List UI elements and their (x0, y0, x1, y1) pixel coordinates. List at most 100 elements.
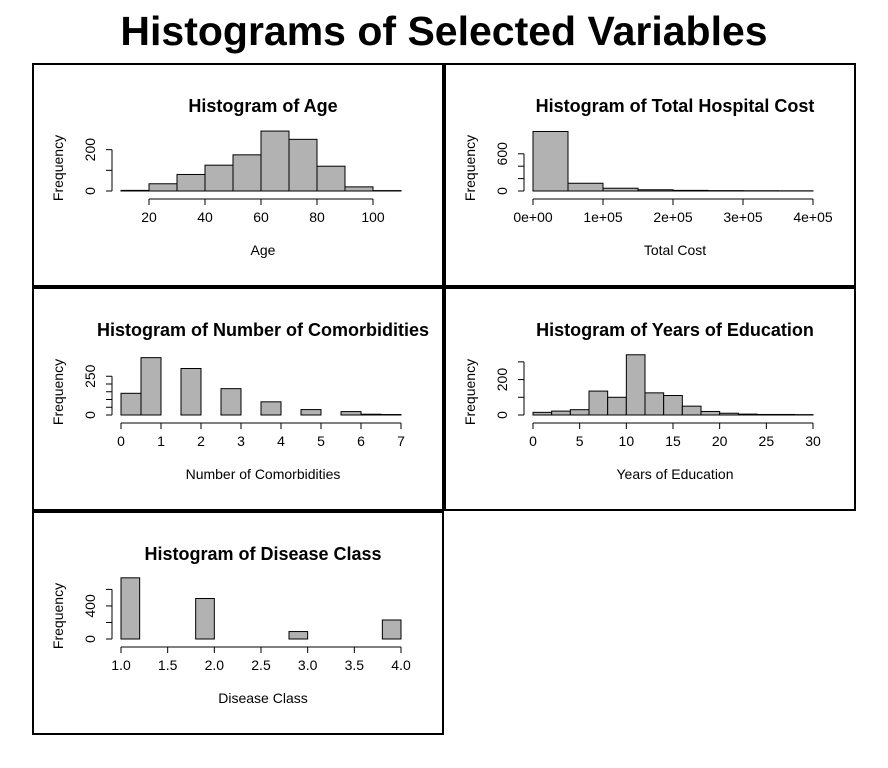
bar (588, 390, 609, 416)
x-tick-label: 6 (357, 433, 365, 449)
y-axis-label: Frequency (462, 359, 478, 425)
x-tick-label: 0 (529, 433, 537, 449)
bar (148, 183, 178, 192)
panel-comorbidities: Histogram of Number of Comorbidities 0 1 2 3… (32, 287, 444, 511)
chart-svg-age: Histogram of Age 20 40 60 80 100 Age 0 200 Freque… (50, 96, 402, 258)
bar (120, 392, 142, 416)
page-title: Histograms of Selected Variables (120, 8, 768, 54)
x-axis-label: Age (251, 242, 276, 258)
x-tick-label: 1.5 (158, 657, 178, 673)
x-tick-label: 3 (237, 433, 245, 449)
chart-svg-comorbid: Histogram of Number of Comorbidities 0 1 2 3… (50, 320, 429, 482)
x-axis-label: Disease Class (218, 690, 307, 706)
y-tick-label: 0 (82, 187, 98, 195)
panel-education: Histogram of Years of Education 0 5 10 15 20 2… (444, 287, 856, 511)
y-tick-label: 200 (494, 368, 510, 392)
y-axis-label: Frequency (50, 359, 66, 425)
x-tick-label: 15 (665, 433, 681, 449)
panel-age: Histogram of Age 20 40 60 80 100 Age 0 200 Freque… (32, 63, 444, 287)
x-tick-label: 3e+05 (723, 209, 763, 225)
y-axis-label: Frequency (50, 135, 66, 201)
y-tick-label: 400 (82, 594, 98, 618)
x-tick-label: 0 (117, 433, 125, 449)
bar (607, 396, 627, 416)
bar (602, 187, 639, 192)
bar (232, 154, 262, 192)
x-tick-label: 100 (361, 209, 385, 225)
x-tick-label: 2.5 (251, 657, 271, 673)
x-tick-label: 60 (253, 209, 269, 225)
x-tick-label: 80 (309, 209, 325, 225)
x-tick-label: 3.5 (345, 657, 365, 673)
y-tick-label: 0 (494, 187, 510, 195)
bar (220, 388, 242, 416)
bar (120, 577, 141, 640)
bar (567, 182, 604, 192)
chart-title: Histogram of Total Hospital Cost (536, 96, 815, 116)
bar (569, 409, 590, 416)
x-tick-label: 4.0 (391, 657, 411, 673)
bar (625, 354, 646, 416)
x-tick-label: 0e+00 (513, 209, 553, 225)
chart-svg-disease: Histogram of Disease Class 1.0 1.5 2.0 2.5 3.… (50, 544, 411, 706)
panel-cost: Histogram of Total Hospital Cost 0e+00 1e+… (444, 63, 856, 287)
bar (180, 368, 202, 416)
bar (204, 164, 234, 192)
x-tick-label: 2e+05 (653, 209, 693, 225)
y-tick-label: 600 (494, 142, 510, 166)
chart-title: Histogram of Disease Class (144, 544, 381, 564)
x-axis-label: Years of Education (616, 466, 733, 482)
x-tick-label: 4 (277, 433, 285, 449)
bar (719, 412, 739, 416)
x-tick-label: 30 (805, 433, 821, 449)
bar (260, 130, 290, 192)
x-axis-label: Total Cost (644, 242, 706, 258)
x-tick-label: 1e+05 (583, 209, 623, 225)
x-tick-label: 20 (141, 209, 157, 225)
bar (637, 189, 674, 192)
x-tick-label: 10 (619, 433, 635, 449)
bar (681, 405, 702, 416)
chart-title: Histogram of Years of Education (536, 320, 814, 340)
y-tick-label: 0 (494, 411, 510, 419)
x-axis-label: Number of Comorbidities (186, 466, 341, 482)
bar (176, 173, 206, 192)
y-axis-label: Frequency (462, 135, 478, 201)
bar (288, 631, 309, 640)
bar (140, 357, 162, 416)
x-tick-label: 2.0 (205, 657, 225, 673)
x-tick-label: 5 (317, 433, 325, 449)
x-tick-label: 40 (197, 209, 213, 225)
bar (195, 597, 215, 640)
x-tick-label: 3.0 (298, 657, 318, 673)
x-tick-label: 4e+05 (793, 209, 833, 225)
bar (663, 395, 683, 416)
bar (360, 413, 382, 416)
bar (300, 409, 322, 416)
chart-svg-cost: Histogram of Total Hospital Cost 0e+00 1e+… (462, 96, 833, 258)
chart-title: Histogram of Number of Comorbidities (97, 320, 429, 340)
x-tick-label: 20 (712, 433, 728, 449)
x-tick-label: 5 (576, 433, 584, 449)
bar (120, 189, 150, 192)
bar (288, 138, 318, 192)
x-tick-label: 25 (759, 433, 775, 449)
y-tick-label: 250 (82, 364, 98, 388)
bar (532, 411, 553, 416)
y-tick-label: 0 (82, 411, 98, 419)
bar (344, 186, 374, 192)
bar (700, 410, 721, 416)
bar (260, 401, 282, 416)
x-tick-label: 2 (197, 433, 205, 449)
bar (340, 411, 362, 416)
bar (737, 413, 758, 416)
x-tick-label: 1.0 (111, 657, 131, 673)
x-tick-label: 7 (397, 433, 405, 449)
bar (316, 165, 346, 192)
bar (672, 189, 709, 192)
bar (551, 410, 571, 416)
y-tick-label: 0 (82, 635, 98, 643)
bar (532, 130, 569, 192)
chart-svg-education: Histogram of Years of Education 0 5 10 15 20 2… (462, 320, 821, 482)
bar (775, 413, 795, 416)
